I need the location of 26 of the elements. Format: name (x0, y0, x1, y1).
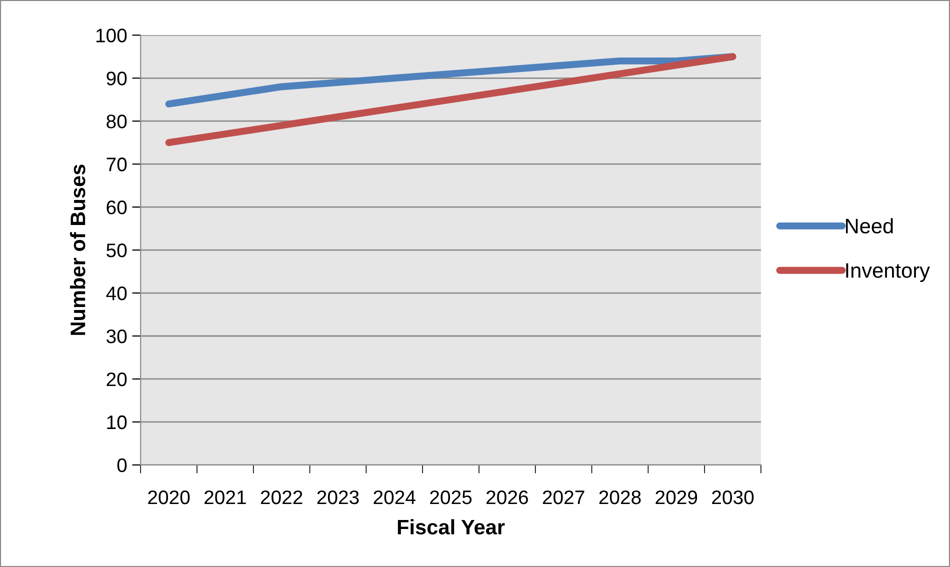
y-axis-title: Number of Buses (70, 164, 86, 335)
x-tick-label: 2020 (148, 490, 190, 504)
x-tick-label: 2025 (430, 490, 472, 504)
x-tick-label: 2030 (712, 490, 754, 504)
y-tick-label: 80 (106, 114, 127, 128)
y-tick-label: 60 (106, 200, 127, 214)
x-tick-label: 2021 (204, 490, 246, 504)
legend-label: Need (846, 218, 893, 234)
legend-label: Inventory (846, 263, 930, 282)
x-tick-label: 2023 (317, 490, 359, 504)
y-tick-label: 50 (106, 244, 127, 258)
y-tick-label: 0 (117, 458, 127, 472)
y-tick-label: 20 (106, 372, 127, 386)
y-tick-label: 90 (106, 72, 127, 86)
y-tick-label: 40 (106, 286, 127, 300)
x-tick-label: 2022 (260, 490, 302, 504)
x-axis-title: Fiscal Year (398, 519, 505, 534)
x-tick-label: 2028 (599, 490, 641, 504)
y-tick-label: 30 (106, 329, 127, 344)
x-tick-label: 2027 (542, 490, 584, 504)
x-tick-label: 2029 (656, 490, 698, 504)
y-tick-label: 70 (106, 158, 127, 172)
x-tick-label: 2024 (374, 490, 416, 504)
x-tick-label: 2026 (486, 490, 528, 504)
y-tick-label: 10 (107, 415, 127, 430)
y-tick-label: 100 (96, 28, 127, 42)
